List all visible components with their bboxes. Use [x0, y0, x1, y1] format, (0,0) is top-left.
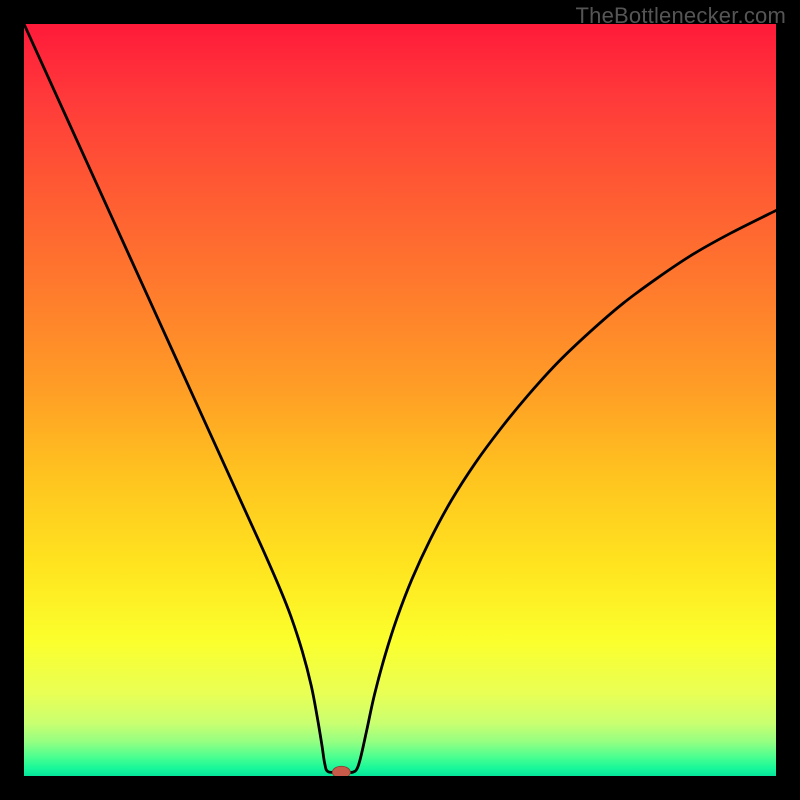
chart-svg [24, 24, 776, 776]
gradient-background [24, 24, 776, 776]
chart-plot-area [24, 24, 776, 776]
watermark-text: TheBottlenecker.com [576, 3, 786, 29]
optimum-marker [332, 766, 350, 776]
